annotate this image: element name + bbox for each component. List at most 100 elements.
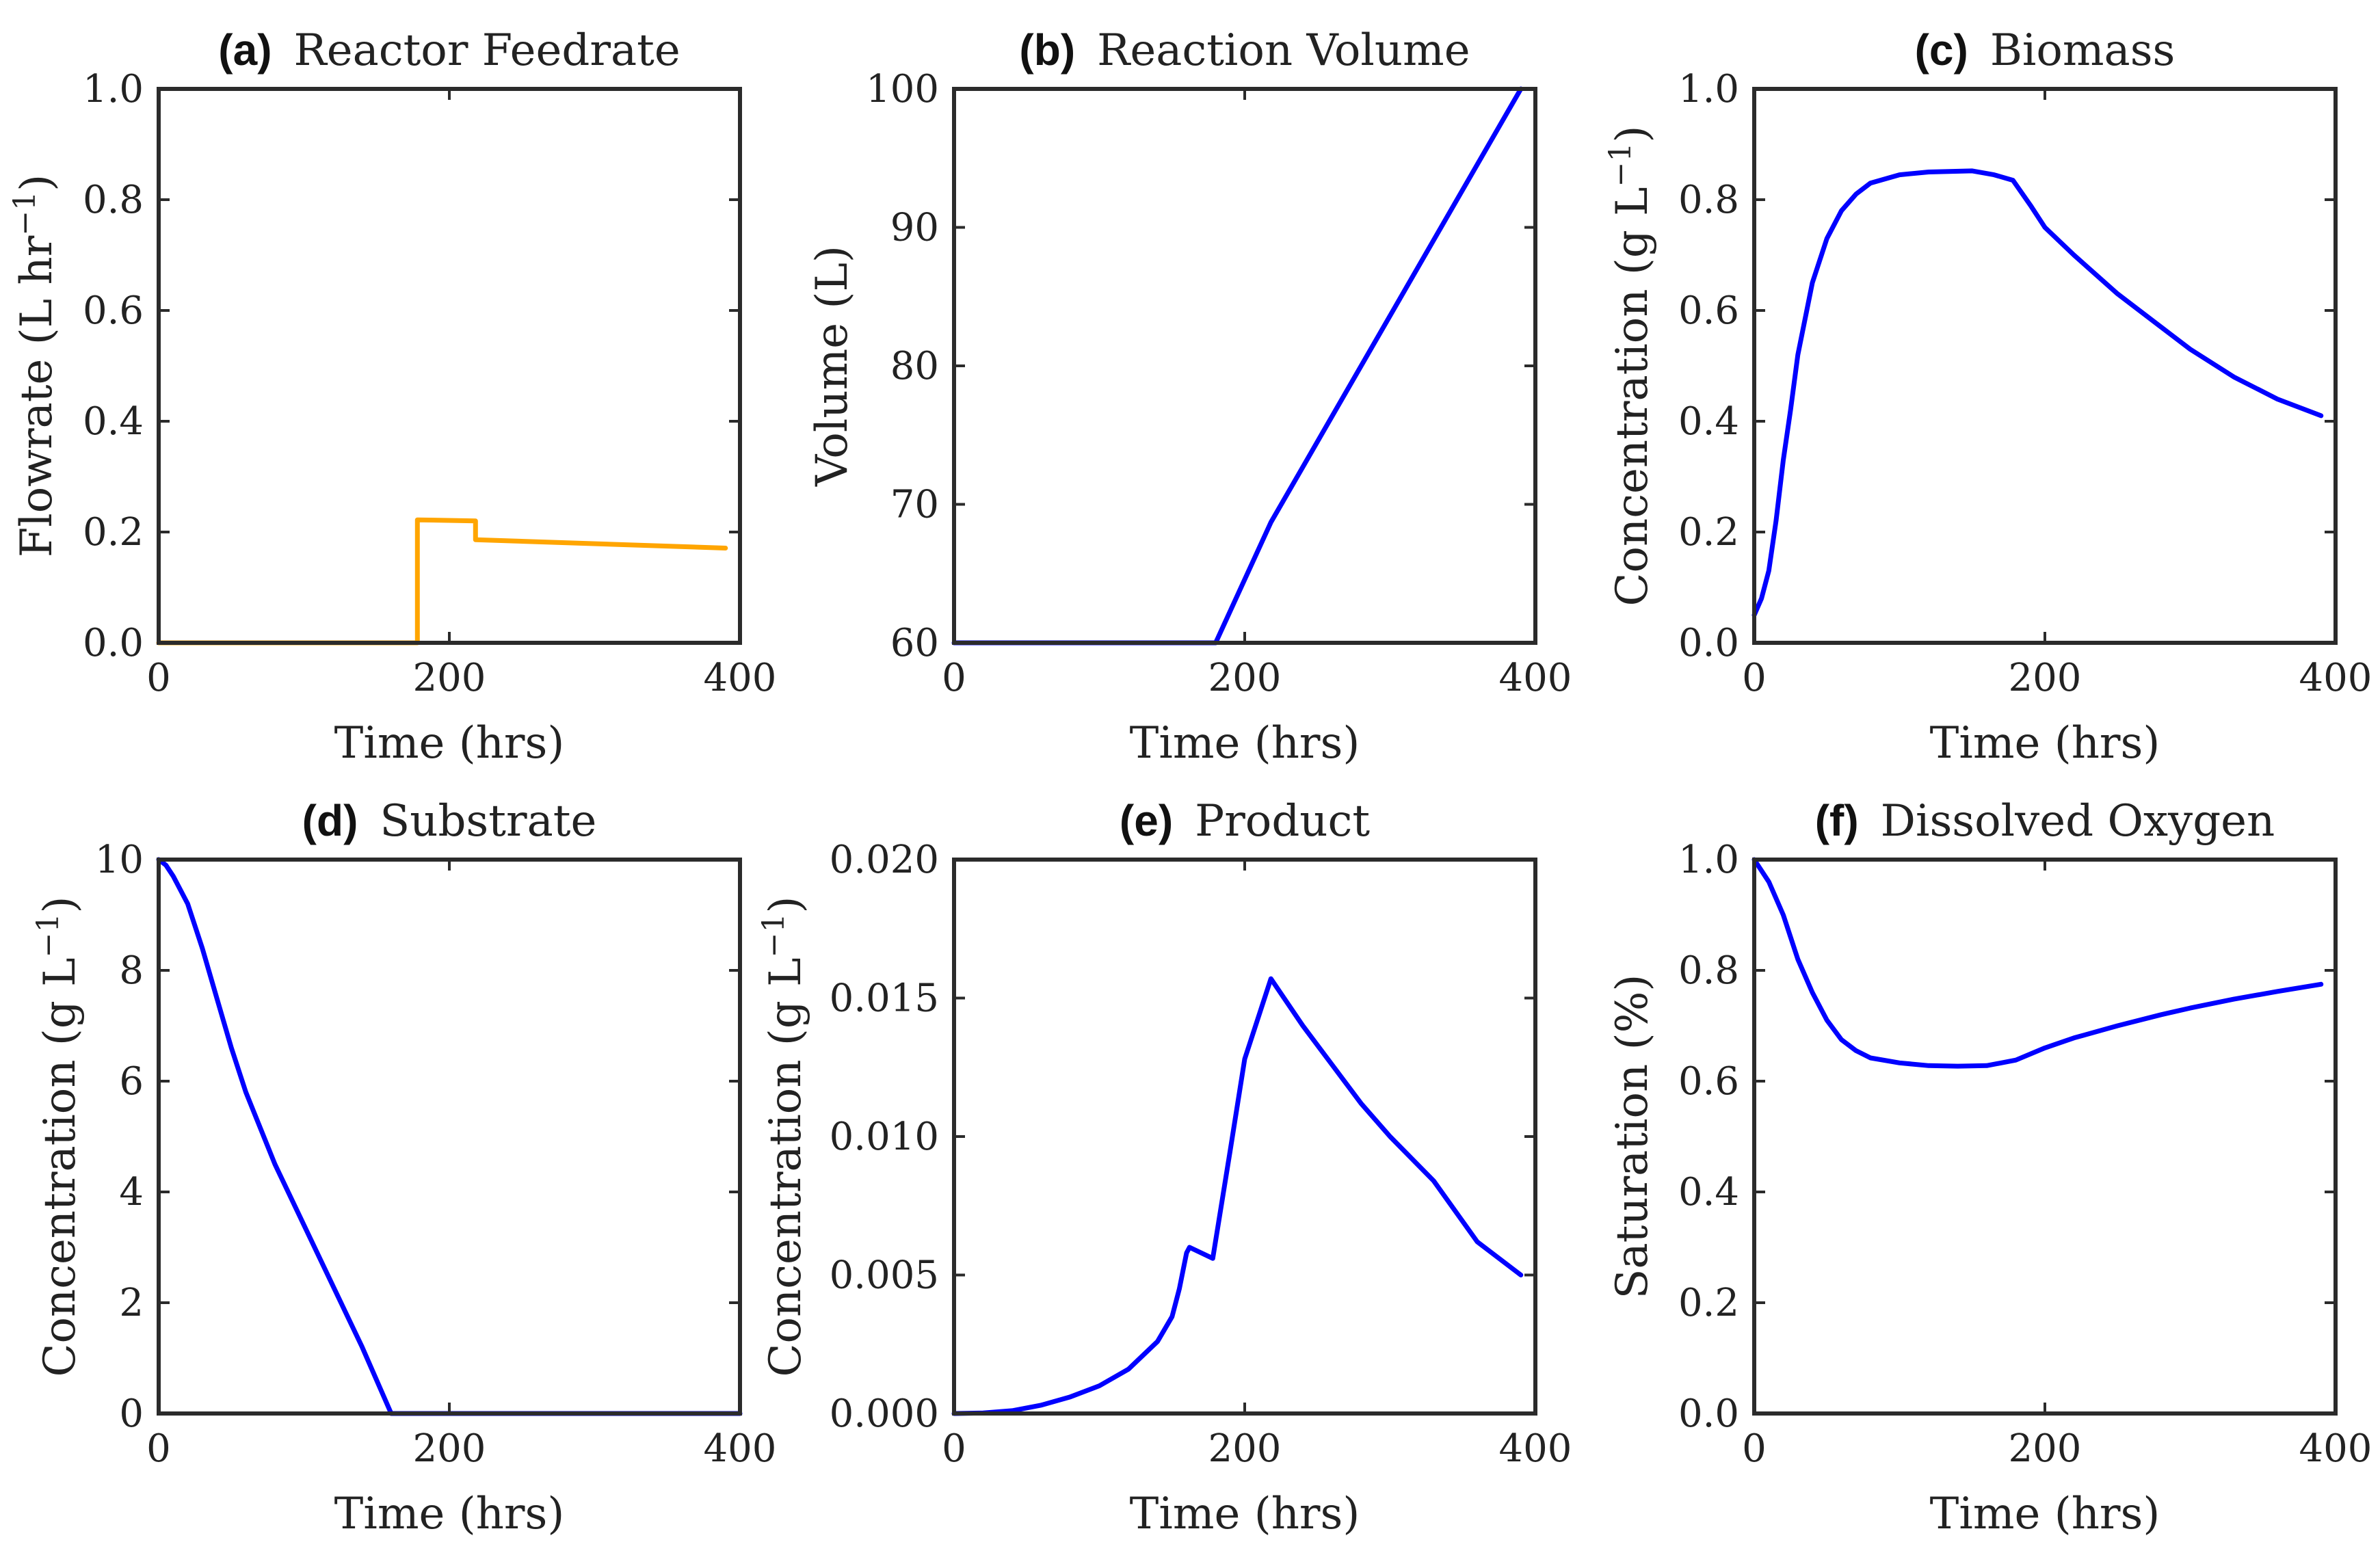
x-tick-label: 400 [704,656,777,700]
x-axis-label: Time (hrs) [334,718,565,769]
series-line [951,976,1524,1416]
x-axis-label: Time (hrs) [1930,1489,2160,1539]
series-line [1751,168,2324,618]
y-tick-label: 1.0 [1678,838,1739,882]
panel-letter: (e) [1120,796,1173,845]
panel-letter: (d) [302,796,358,845]
chart-panel-e: 0 200 400 0.000 0.005 0.010 0.015 0.020 (e) Prod… [756,796,1572,1539]
y-axis-label: Flowrate (L hr−1) [8,174,62,557]
x-tick-label: 400 [1499,656,1572,700]
y-axis-label-superscript: −1 [1603,142,1638,187]
x-tick-label: 0 [942,656,966,700]
panel-letter: (c) [1915,25,1968,75]
plot-frame [1752,87,2338,645]
panel-title-text: Reaction Volume [1097,25,1470,76]
x-tick-label: 400 [2299,656,2372,700]
y-tick-label: 100 [866,67,939,111]
x-tick-label: 200 [2009,1426,2082,1471]
y-tick-label: 0.6 [1678,1059,1739,1104]
y-tick-label: 0.8 [1678,178,1739,222]
panel-letter: (b) [1019,25,1075,75]
panel-title: (a) Reactor Feedrate [218,25,680,76]
panel-title: (c) Biomass [1915,25,2176,76]
panel-title: (b) Reaction Volume [1019,25,1470,76]
x-tick-label: 200 [2009,656,2082,700]
plot-frame [952,87,1537,645]
chart-panel-d: 0 200 400 0 2 4 6 8 10 (d) Substrate Time (hrs) Con… [31,796,776,1539]
y-tick-label: 0.8 [83,178,144,222]
panel-title: (d) Substrate [302,796,597,847]
y-tick-label: 60 [890,621,939,665]
series-line [156,517,728,646]
y-tick-label: 6 [119,1059,144,1104]
chart-panel-b: 0 200 400 60 70 80 90 100 (b) Reaction Volume Tim… [807,25,1572,769]
x-tick-label: 400 [704,1426,777,1471]
x-axis-label: Time (hrs) [334,1489,565,1539]
plot-frame [952,858,1537,1416]
x-tick-label: 0 [1742,656,1767,700]
y-tick-label: 8 [119,948,144,993]
panel-title-text: Reactor Feedrate [294,25,680,76]
y-tick-label: 0.2 [1678,510,1739,555]
x-tick-label: 400 [2299,1426,2372,1471]
y-tick-label: 90 [890,206,939,250]
x-tick-label: 200 [1208,1426,1282,1471]
y-tick-label: 0.015 [830,977,939,1021]
y-tick-label: 0 [119,1392,144,1436]
y-tick-label: 0.000 [830,1392,939,1436]
y-axis-label-superscript: −1 [31,913,66,957]
y-tick-label: 10 [95,838,144,882]
x-tick-label: 0 [942,1426,966,1471]
y-axis-label-text: Concentration (g L [35,957,85,1377]
y-axis-label-text: Concentration (g L [1607,187,1658,606]
panel-title-text: Product [1195,796,1370,847]
x-axis-label: Time (hrs) [1130,1489,1360,1539]
y-tick-label: 2 [119,1281,144,1325]
plot-frame [1752,858,2338,1416]
y-tick-label: 0.2 [83,510,144,555]
y-axis-label: Saturation (%) [1607,974,1658,1299]
title-gap [358,796,380,847]
title-gap [1075,25,1097,76]
x-tick-label: 200 [1208,656,1282,700]
chart-panel-a: 0 200 400 0.0 0.2 0.4 0.6 0.8 1.0 (a) Reactor Fee… [8,25,776,769]
panel-title-text: Dissolved Oxygen [1881,796,2275,847]
x-axis-label: Time (hrs) [1930,718,2160,769]
y-tick-label: 1.0 [1678,67,1739,111]
panel-title-text: Biomass [1990,25,2176,76]
y-tick-label: 0.6 [83,289,144,333]
y-tick-label: 0.6 [1678,289,1739,333]
chart-panel-f: 0 200 400 0.0 0.2 0.4 0.6 0.8 1.0 (f) Dissolved O… [1607,796,2372,1539]
y-tick-label: 0.0 [1678,621,1739,665]
x-tick-label: 0 [146,1426,171,1471]
x-tick-label: 0 [1742,1426,1767,1471]
y-tick-label: 0.005 [830,1253,939,1298]
y-tick-label: 0.4 [1678,1170,1739,1214]
y-tick-label: 0.2 [1678,1281,1739,1325]
x-axis-label: Time (hrs) [1130,718,1360,769]
y-tick-label: 0.010 [830,1115,939,1159]
panel-title-text: Substrate [380,796,596,847]
y-tick-label: 80 [890,344,939,388]
x-tick-label: 200 [413,1426,486,1471]
y-axis-label: Volume (L) [807,245,858,487]
series-line [1751,857,2324,1069]
chart-panel-c: 0 200 400 0.0 0.2 0.4 0.6 0.8 1.0 (c) Biomass Time… [1603,25,2372,769]
panel-title: (e) Product [1120,796,1370,847]
plot-frame [157,87,742,645]
y-axis-label-text: Flowrate (L hr [12,235,62,557]
y-axis-label-end: ) [35,896,85,913]
y-axis-label-superscript: −1 [756,913,791,957]
y-tick-label: 70 [890,483,939,527]
y-tick-label: 4 [119,1170,144,1214]
title-gap [1968,25,1990,76]
plot-frame [157,858,742,1416]
y-axis-label-text: Volume (L) [807,245,858,487]
y-axis-label-end: ) [12,174,62,191]
y-axis-label: Concentration (g L−1) [31,896,85,1377]
x-tick-label: 0 [146,656,171,700]
y-tick-label: 0.8 [1678,948,1739,993]
y-axis-label-end: ) [1607,125,1658,142]
y-tick-label: 0.020 [830,838,939,882]
